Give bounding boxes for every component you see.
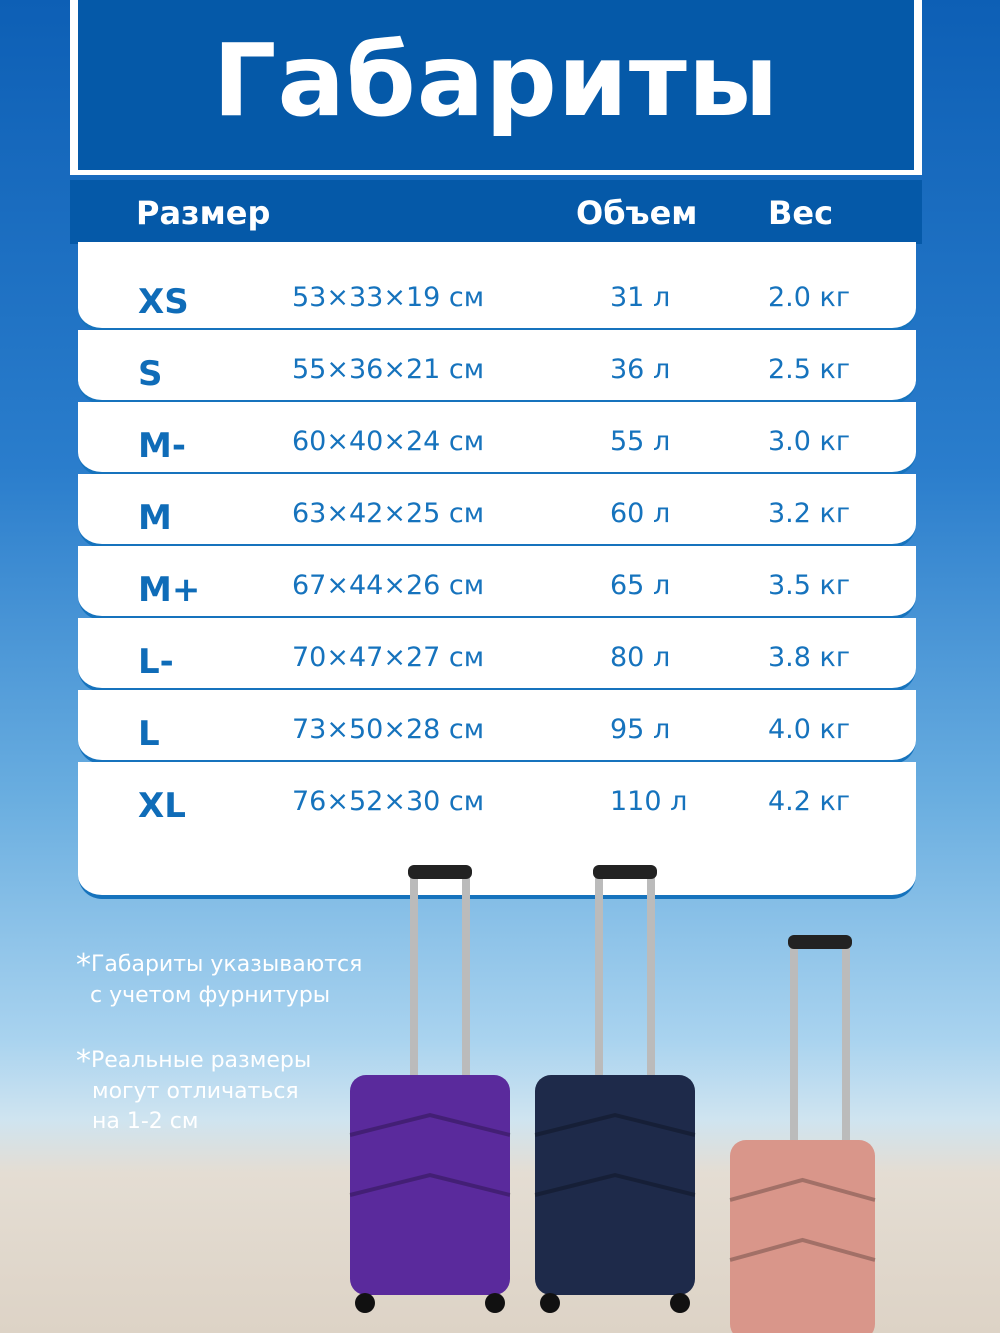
table-row: XL 76×52×30 см 110 л 4.2 кг: [78, 762, 916, 899]
note-1: *Габариты указываются с учетом фурнитуры: [76, 950, 362, 1011]
size-label: M+: [138, 570, 201, 610]
header-size: Размер: [136, 194, 271, 232]
header-weight: Вес: [768, 194, 834, 232]
weight: 4.2 кг: [768, 786, 851, 817]
suitcase: [349, 865, 511, 1313]
volume: 65 л: [610, 570, 671, 601]
dimensions: 63×42×25 см: [292, 498, 485, 529]
size-label: L-: [138, 642, 174, 682]
size-label: L: [138, 714, 160, 754]
volume: 80 л: [610, 642, 671, 673]
size-label: XS: [138, 282, 189, 322]
size-table: XS 53×33×19 см 31 л 2.0 кг S 55×36×21 см 36 л 2…: [78, 242, 916, 899]
asterisk: *: [76, 948, 91, 983]
weight: 3.8 кг: [768, 642, 851, 673]
weight: 3.2 кг: [768, 498, 851, 529]
dimensions: 76×52×30 см: [292, 786, 485, 817]
volume: 60 л: [610, 498, 671, 529]
weight: 2.5 кг: [768, 354, 851, 385]
size-label: XL: [138, 786, 186, 826]
table-row: M 63×42×25 см 60 л 3.2 кг: [78, 474, 916, 548]
table-header: Размер Объем Вес: [70, 180, 922, 244]
dimensions: 70×47×27 см: [292, 642, 485, 673]
volume: 31 л: [610, 282, 671, 313]
suitcase: [534, 865, 696, 1313]
title-banner: Габариты: [70, 0, 922, 175]
volume: 110 л: [610, 786, 688, 817]
note-line: на 1-2 см: [92, 1109, 199, 1134]
note-2: *Реальные размеры могут отличаться на 1-…: [76, 1046, 311, 1137]
dimensions: 53×33×19 см: [292, 282, 485, 313]
note-line: могут отличаться: [92, 1079, 299, 1104]
suitcases-image: [349, 865, 876, 1333]
note-line: с учетом фурнитуры: [90, 983, 331, 1008]
suitcase: [729, 935, 876, 1333]
dimensions: 60×40×24 см: [292, 426, 485, 457]
asterisk: *: [76, 1044, 91, 1079]
table-row: M+ 67×44×26 см 65 л 3.5 кг: [78, 546, 916, 620]
table-row: M- 60×40×24 см 55 л 3.0 кг: [78, 402, 916, 476]
volume: 55 л: [610, 426, 671, 457]
page-title: Габариты: [212, 22, 780, 139]
note-line: Реальные размеры: [91, 1048, 312, 1073]
table-row: XS 53×33×19 см 31 л 2.0 кг: [78, 242, 916, 332]
weight: 3.0 кг: [768, 426, 851, 457]
size-label: S: [138, 354, 163, 394]
size-label: M: [138, 498, 172, 538]
dimensions: 55×36×21 см: [292, 354, 485, 385]
volume: 95 л: [610, 714, 671, 745]
header-volume: Объем: [576, 194, 698, 232]
note-line: Габариты указываются: [91, 952, 363, 977]
dimensions: 73×50×28 см: [292, 714, 485, 745]
size-label: M-: [138, 426, 186, 466]
weight: 3.5 кг: [768, 570, 851, 601]
table-row: L 73×50×28 см 95 л 4.0 кг: [78, 690, 916, 764]
table-row: L- 70×47×27 см 80 л 3.8 кг: [78, 618, 916, 692]
weight: 2.0 кг: [768, 282, 851, 313]
weight: 4.0 кг: [768, 714, 851, 745]
volume: 36 л: [610, 354, 671, 385]
table-row: S 55×36×21 см 36 л 2.5 кг: [78, 330, 916, 404]
dimensions: 67×44×26 см: [292, 570, 485, 601]
